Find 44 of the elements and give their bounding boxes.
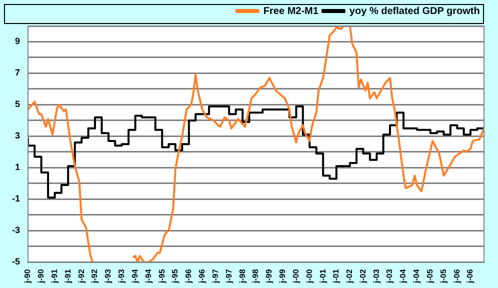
x-tick-label: j-98 [251,268,260,284]
y-tick-label: 9 [14,36,20,46]
x-tick-label: j-91 [50,268,60,284]
x-tick-label: j-92 [90,268,100,284]
legend-label: yoy % deflated GDP growth [349,6,480,17]
x-tick-label: j-99 [264,268,274,284]
y-tick-label: -1 [12,194,20,204]
x-tick-label: j-96 [184,268,194,284]
x-tick-label: j-00 [304,268,314,284]
y-tick-label: 5 [14,99,20,110]
x-tick-label: j-00 [291,268,300,284]
x-tick-label: j-90 [36,268,46,284]
y-tick-label: 3 [14,130,20,141]
x-tick-label: j-04 [412,268,422,284]
x-tick-label: j-01 [318,268,328,284]
x-tick-label: j-04 [398,268,408,284]
x-tick-label: j-03 [385,268,394,284]
x-tick-label: j-97 [210,268,220,284]
x-tick-label: j-95 [170,268,180,284]
x-tick-label: j-06 [466,268,475,284]
x-tick-label: j-94 [144,268,153,284]
x-tick-label: j-01 [332,268,341,284]
x-tick-label: j-97 [224,268,234,284]
x-tick-label: j-90 [23,268,32,284]
x-tick-label: j-98 [238,268,247,284]
legend-label: Free M2-M1 [263,6,319,17]
y-tick-label: -5 [12,256,20,267]
x-tick-label: j-02 [358,268,368,284]
y-tick-label: 1 [14,162,20,172]
x-tick-label: j-06 [452,268,462,284]
x-tick-label: j-95 [157,268,166,284]
x-tick-label: j-94 [130,268,140,284]
x-tick-label: j-93 [116,268,126,284]
x-tick-label: j-05 [438,268,448,284]
y-tick-label: 7 [14,68,20,78]
x-tick-label: j-92 [76,268,86,284]
x-tick-label: j-93 [104,268,113,284]
x-tick-label: j-05 [426,268,435,284]
x-tick-label: j-96 [197,268,206,284]
x-tick-label: j-02 [345,268,354,284]
x-tick-label: j-91 [63,268,72,284]
x-tick-label: j-03 [372,268,381,284]
y-tick-label: -3 [12,225,20,236]
x-tick-label: j-99 [278,268,287,284]
